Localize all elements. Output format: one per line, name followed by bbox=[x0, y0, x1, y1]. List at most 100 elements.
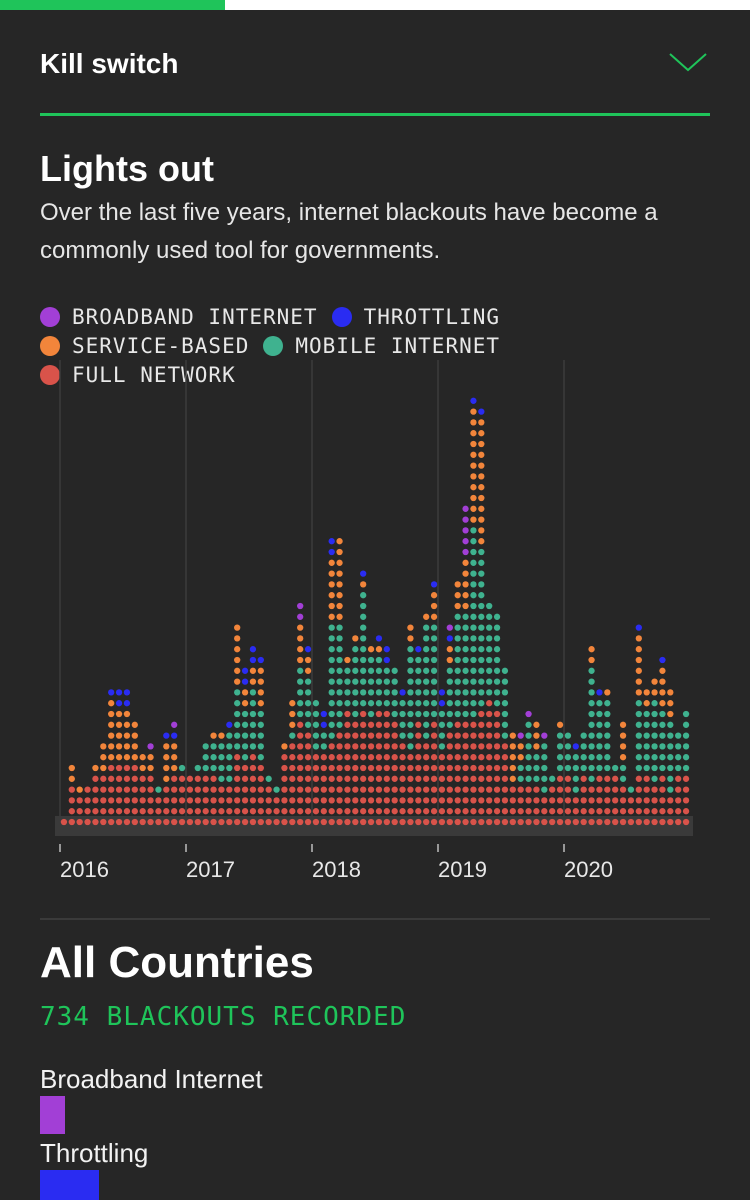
dot-service bbox=[619, 721, 627, 728]
dot-service bbox=[454, 581, 461, 588]
dot-full bbox=[241, 797, 249, 804]
dot-full bbox=[226, 786, 233, 793]
dot-service bbox=[281, 743, 288, 750]
dot-full bbox=[257, 775, 264, 782]
dot-full bbox=[76, 808, 83, 815]
dot-full bbox=[320, 764, 327, 772]
section-header[interactable]: Kill switch bbox=[40, 40, 710, 116]
dot-mobile bbox=[478, 624, 485, 631]
dot-full bbox=[454, 808, 461, 815]
dot-service bbox=[509, 732, 516, 739]
dot-full bbox=[486, 710, 493, 718]
dot-throttling bbox=[659, 656, 666, 664]
dot-mobile bbox=[478, 602, 485, 610]
dot-mobile bbox=[415, 678, 422, 685]
dot-full bbox=[352, 764, 359, 772]
dot-mobile bbox=[588, 743, 595, 750]
dot-service bbox=[115, 732, 123, 739]
dot-full-network bbox=[155, 818, 162, 826]
dot-full-network bbox=[509, 818, 516, 826]
dot-full-network bbox=[682, 818, 690, 826]
dot-mobile bbox=[297, 700, 304, 707]
dot-full bbox=[454, 775, 461, 782]
dot-full bbox=[564, 775, 572, 782]
dot-mobile bbox=[541, 754, 548, 761]
dot-broadband bbox=[517, 732, 524, 739]
breakdown-label-throttling: Throttling bbox=[40, 1138, 149, 1168]
dot-service bbox=[131, 754, 138, 761]
dot-full bbox=[360, 764, 367, 772]
dot-service bbox=[115, 754, 123, 761]
dot-mobile bbox=[430, 689, 438, 696]
dot-mobile bbox=[226, 764, 233, 772]
dot-mobile bbox=[352, 710, 359, 718]
dot-service bbox=[667, 689, 674, 696]
dot-mobile bbox=[462, 635, 469, 642]
dot-service bbox=[462, 592, 469, 599]
dot-full bbox=[415, 775, 422, 782]
dot-service bbox=[407, 635, 414, 642]
dot-mobile bbox=[635, 700, 642, 707]
dot-full bbox=[564, 808, 572, 815]
chevron-down-icon[interactable] bbox=[668, 50, 708, 74]
dot-full bbox=[328, 797, 335, 804]
dot-broadband bbox=[446, 624, 453, 631]
dot-service bbox=[667, 710, 674, 718]
dot-throttling bbox=[438, 689, 446, 696]
dot-mobile bbox=[312, 710, 320, 718]
dot-mobile bbox=[360, 646, 367, 653]
dot-mobile bbox=[234, 743, 241, 750]
dot-mobile bbox=[423, 710, 430, 718]
dot-full bbox=[391, 786, 398, 793]
dot-service bbox=[123, 743, 131, 750]
dot-full bbox=[391, 743, 398, 750]
dot-full bbox=[446, 764, 453, 772]
dot-mobile bbox=[470, 592, 477, 599]
dot-full bbox=[202, 797, 209, 804]
dot-full bbox=[596, 808, 603, 815]
dot-service bbox=[659, 678, 666, 685]
dot-mobile bbox=[399, 700, 406, 707]
dot-mobile bbox=[383, 667, 390, 674]
dot-full bbox=[430, 775, 438, 782]
legend-dot-throttling bbox=[331, 306, 352, 327]
dot-full-network bbox=[612, 818, 619, 826]
dot-mobile bbox=[407, 710, 414, 718]
dot-mobile bbox=[328, 624, 335, 631]
dot-full bbox=[115, 775, 123, 782]
dot-mobile bbox=[438, 743, 446, 750]
dot-throttling bbox=[320, 710, 327, 718]
dot-mobile bbox=[501, 700, 509, 707]
dot-full bbox=[612, 797, 619, 804]
dot-mobile bbox=[486, 646, 493, 653]
dot-full bbox=[438, 808, 446, 815]
dot-full bbox=[304, 775, 312, 782]
dot-full bbox=[643, 786, 650, 793]
dot-service bbox=[659, 700, 666, 707]
dot-mobile bbox=[446, 700, 453, 707]
dot-service bbox=[131, 732, 138, 739]
dot-full bbox=[265, 797, 272, 804]
dot-mobile bbox=[478, 689, 485, 696]
dot-full bbox=[486, 732, 493, 739]
dot-mobile bbox=[415, 700, 422, 707]
dot-full bbox=[517, 786, 524, 793]
x-tick-label: 2020 bbox=[564, 857, 613, 882]
dot-throttling bbox=[241, 678, 249, 685]
dot-full bbox=[194, 808, 201, 815]
dot-mobile bbox=[257, 732, 264, 739]
dot-mobile bbox=[375, 689, 383, 696]
dot-mobile bbox=[257, 754, 264, 761]
dot-mobile bbox=[596, 743, 603, 750]
dot-mobile bbox=[541, 743, 548, 750]
dot-mobile bbox=[470, 656, 477, 664]
dot-mobile bbox=[218, 743, 225, 750]
reading-progress-track bbox=[0, 0, 750, 10]
dot-full bbox=[564, 797, 572, 804]
dot-mobile bbox=[493, 613, 501, 620]
dot-service bbox=[289, 700, 296, 707]
dot-service bbox=[163, 754, 170, 761]
dot-service bbox=[328, 581, 335, 588]
dot-full-network bbox=[273, 818, 280, 826]
dot-full bbox=[375, 732, 383, 739]
